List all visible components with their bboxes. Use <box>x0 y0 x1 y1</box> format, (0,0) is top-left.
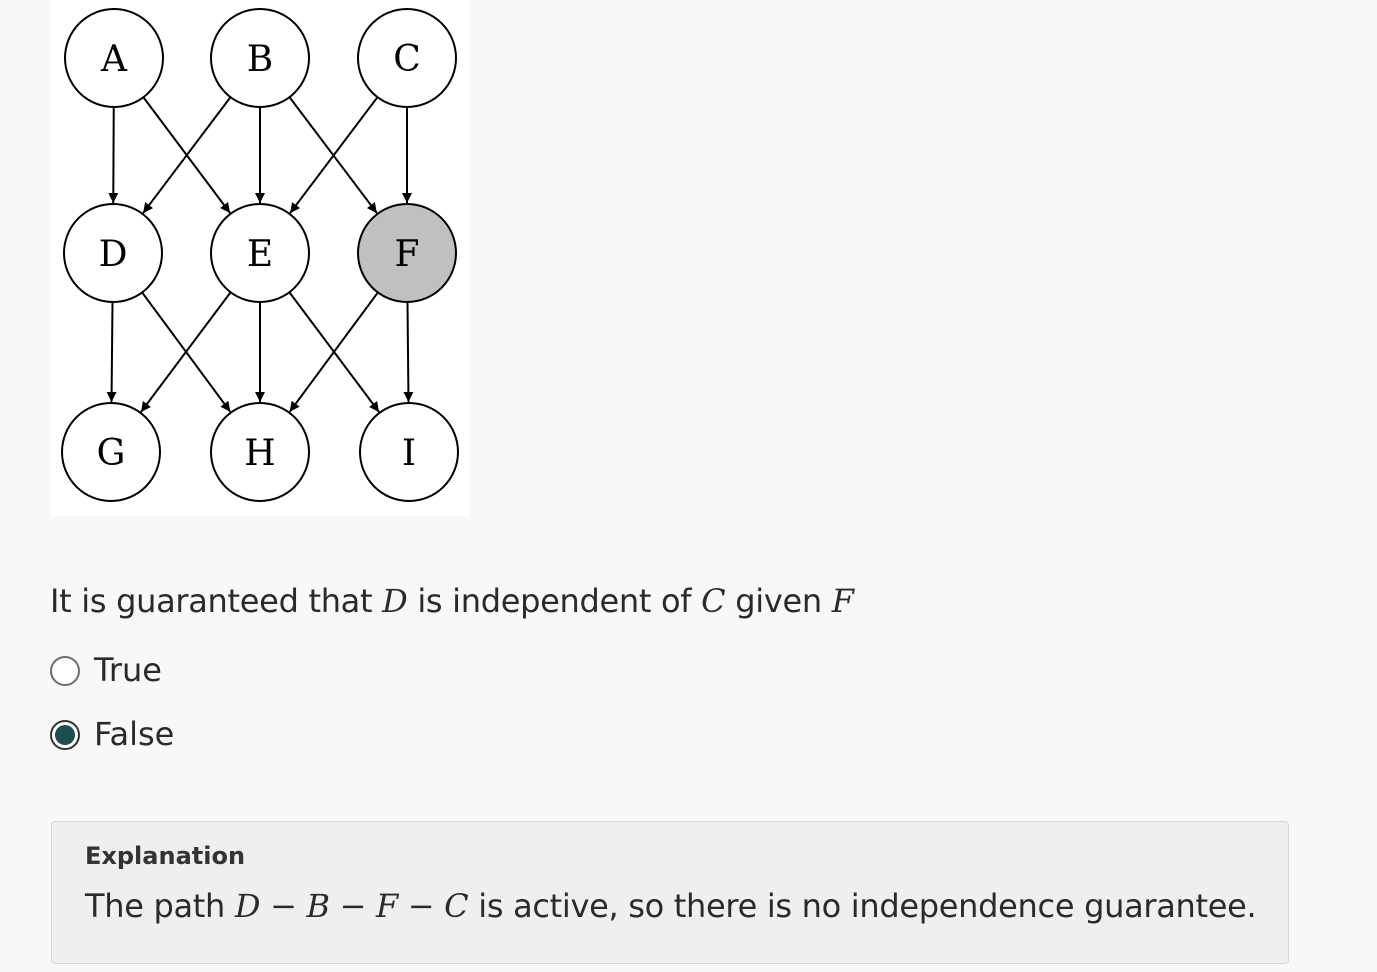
bayes-net-figure: A B C D E F G H I <box>50 0 470 516</box>
node-label-i: I <box>402 433 416 474</box>
option-true-label: True <box>94 651 162 689</box>
explanation-title: Explanation <box>85 842 246 870</box>
question-var-f: F <box>831 582 854 620</box>
node-circle-i <box>359 402 459 502</box>
node-d: D <box>63 203 163 303</box>
node-circle-g <box>61 402 161 502</box>
node-circle-h <box>210 402 310 502</box>
radio-true[interactable] <box>50 656 80 686</box>
node-h: H <box>210 402 310 502</box>
edge-b-d <box>142 96 232 214</box>
node-a: A <box>64 8 164 108</box>
edge-f-h <box>288 291 379 413</box>
node-label-h: H <box>244 433 275 474</box>
node-label-f: F <box>395 234 420 275</box>
node-circle-a <box>64 8 164 108</box>
question-text-middle2: given <box>725 582 832 620</box>
explanation-path: D − B − F − C <box>234 887 469 925</box>
node-i: I <box>359 402 459 502</box>
explanation-text: The path D − B − F − C is active, so the… <box>85 882 1257 930</box>
edge-f-i <box>403 301 414 403</box>
node-e: E <box>210 203 310 303</box>
edge-c-e <box>289 96 379 214</box>
question-var-c: C <box>701 582 726 620</box>
edge-e-g <box>140 291 232 413</box>
node-b: B <box>210 8 310 108</box>
graph-edges <box>106 96 414 413</box>
node-label-b: B <box>247 39 273 80</box>
node-label-d: D <box>99 234 128 275</box>
node-g: G <box>61 402 161 502</box>
explanation-box: Explanation The path D − B − F − C is ac… <box>51 821 1289 964</box>
option-false-label: False <box>94 715 175 753</box>
question-text-middle1: is independent of <box>407 582 702 620</box>
option-false[interactable]: False <box>50 714 174 754</box>
node-f: F <box>357 203 457 303</box>
node-c: C <box>357 8 457 108</box>
graph-nodes: A B C D E F G H I <box>61 8 459 502</box>
node-circle-f <box>357 203 457 303</box>
question-var-d: D <box>382 582 408 620</box>
question-text-prefix: It is guaranteed that <box>50 582 383 620</box>
node-circle-c <box>357 8 457 108</box>
node-circle-b <box>210 8 310 108</box>
explanation-prefix: The path <box>85 887 235 925</box>
node-label-c: C <box>393 39 421 80</box>
question-statement: It is guaranteed that D is independent o… <box>50 577 854 625</box>
node-circle-e <box>210 203 310 303</box>
node-circle-d <box>63 203 163 303</box>
edge-d-g <box>106 301 117 403</box>
option-true[interactable]: True <box>50 650 162 690</box>
node-label-g: G <box>97 433 126 474</box>
node-label-a: A <box>100 39 128 80</box>
radio-false[interactable] <box>50 720 80 750</box>
explanation-suffix: is active, so there is no independence g… <box>468 887 1257 925</box>
bayes-net-graph: A B C D E F G H I <box>61 8 459 502</box>
node-label-e: E <box>247 234 273 275</box>
